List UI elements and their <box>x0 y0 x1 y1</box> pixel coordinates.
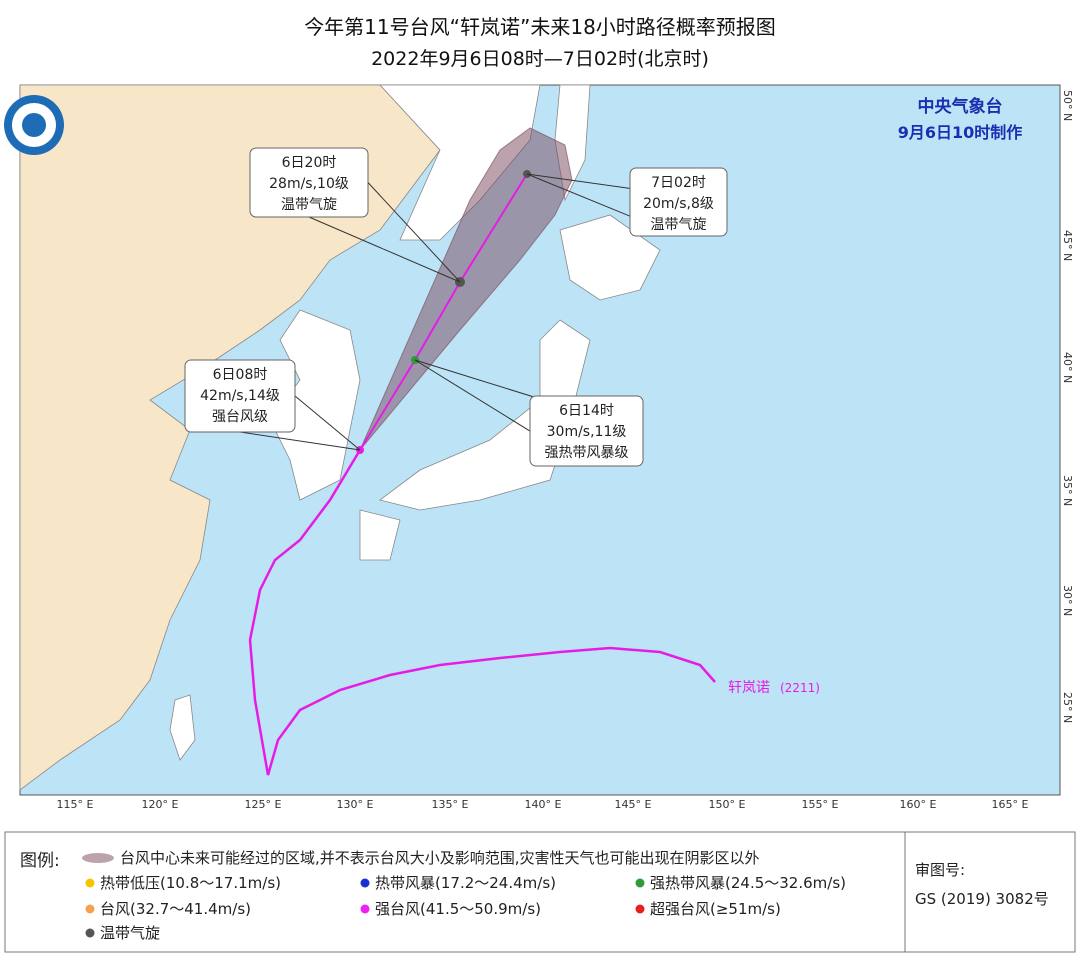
legend-swatch <box>85 928 95 938</box>
callout-box <box>529 395 644 467</box>
legend-title: 图例: <box>20 851 60 871</box>
lat-label: 45° N <box>1061 230 1074 261</box>
legend-cone: 台风中心未来可能经过的区域,并不表示台风大小及影响范围,灾害性天气也可能出现在阴… <box>120 849 760 867</box>
approval-label: 审图号: <box>915 861 965 879</box>
legend-swatch <box>635 904 645 914</box>
legend-label: 超强台风(≥51m/s) <box>650 900 781 918</box>
legend-swatch <box>360 878 370 888</box>
callout-box <box>249 147 369 218</box>
subtitle: 2022年9月6日08时—7日02时(北京时) <box>371 48 709 70</box>
typhoon-code: (2211) <box>780 681 820 695</box>
lon-label: 155° E <box>802 798 839 811</box>
typhoon-name: 轩岚诺 <box>728 680 770 696</box>
lon-label: 135° E <box>432 798 469 811</box>
legend-label: 温带气旋 <box>100 924 160 942</box>
legend-swatch <box>85 878 95 888</box>
lat-label: 40° N <box>1061 352 1074 383</box>
callout-line: 28m/s,10级 <box>269 176 349 192</box>
legend-label: 台风(32.7～41.4m/s) <box>100 900 251 918</box>
callout-line: 42m/s,14级 <box>200 388 280 404</box>
legend-swatch <box>635 878 645 888</box>
lon-label: 145° E <box>615 798 652 811</box>
legend-swatch <box>360 904 370 914</box>
lat-label: 50° N <box>1061 90 1074 121</box>
callout-line: 强热带风暴级 <box>545 445 629 461</box>
agency: 中央气象台 <box>918 96 1003 117</box>
leader <box>294 395 361 451</box>
leader <box>367 182 461 283</box>
lon-label: 120° E <box>142 798 179 811</box>
leader <box>239 431 361 451</box>
callout-line: 强台风级 <box>212 409 268 425</box>
lat-label: 30° N <box>1061 585 1074 616</box>
lon-label: 160° E <box>900 798 937 811</box>
lon-label: 150° E <box>709 798 746 811</box>
lon-label: 165° E <box>992 798 1029 811</box>
callout-line: 7日02时 <box>651 175 706 191</box>
map <box>4 84 1061 796</box>
legend-label: 热带风暴(17.2～24.4m/s) <box>375 874 556 892</box>
callout-line: 30m/s,11级 <box>547 424 627 440</box>
lon-label: 140° E <box>525 798 562 811</box>
legend-label: 热带低压(10.8～17.1m/s) <box>100 874 281 892</box>
lon-label: 115° E <box>57 798 94 811</box>
callout-box <box>184 359 296 433</box>
lon-label: 125° E <box>245 798 282 811</box>
lat-label: 25° N <box>1061 692 1074 723</box>
lon-label: 130° E <box>337 798 374 811</box>
issued: 9月6日10时制作 <box>898 123 1023 142</box>
callout-box <box>629 167 728 237</box>
callout-line: 6日20时 <box>282 155 337 171</box>
legend-label: 强台风(41.5～50.9m/s) <box>375 900 541 918</box>
lat-label: 35° N <box>1061 475 1074 506</box>
callout-line: 温带气旋 <box>281 197 337 213</box>
callout-line: 6日08时 <box>213 367 268 383</box>
legend-label: 强热带风暴(24.5～32.6m/s) <box>650 874 846 892</box>
callout-line: 温带气旋 <box>651 217 707 233</box>
callout-line: 6日14时 <box>559 403 614 419</box>
legend-swatch <box>85 904 95 914</box>
approval-number: GS (2019) 3082号 <box>915 890 1049 908</box>
callout-line: 20m/s,8级 <box>643 196 714 212</box>
legend: 图例: 台风中心未来可能经过的区域,并不表示台风大小及影响范围,灾害性天气也可能… <box>4 831 1076 953</box>
leader <box>308 216 461 283</box>
title: 今年第11号台风“轩岚诺”未来18小时路径概率预报图 <box>304 15 776 39</box>
